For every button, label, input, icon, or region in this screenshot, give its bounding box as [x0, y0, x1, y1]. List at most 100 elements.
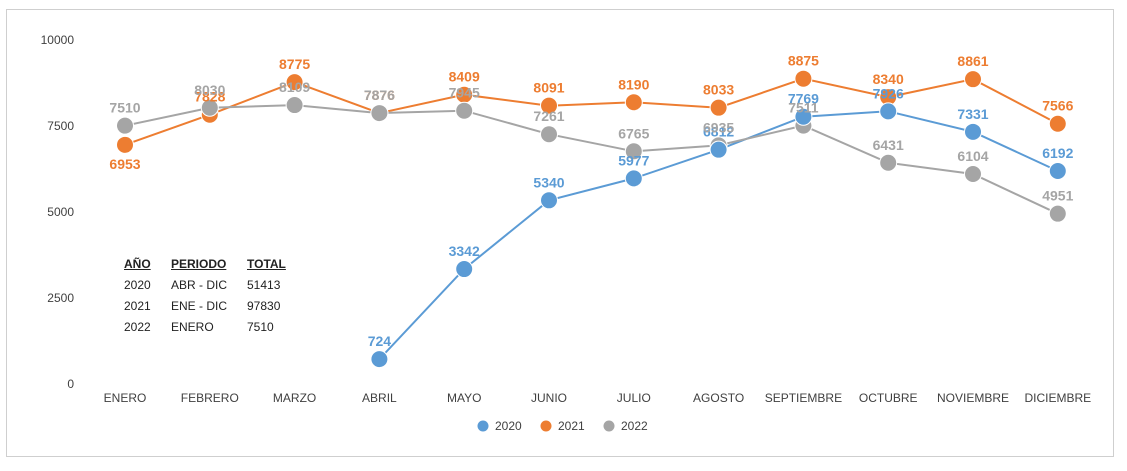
data-label-2022: 6765 — [618, 125, 649, 141]
summary-year: 2022 — [124, 319, 151, 334]
data-label-2021: 8190 — [618, 76, 649, 92]
x-tick-label: DICIEMBRE — [1024, 391, 1091, 405]
x-tick-label: NOVIEMBRE — [937, 391, 1009, 405]
legend-label-2022: 2022 — [621, 419, 648, 433]
data-point-2021 — [540, 96, 558, 115]
series-line-2021 — [124, 77, 1059, 146]
data-label-2020: 3342 — [449, 243, 480, 259]
data-label-2020: 724 — [368, 333, 392, 349]
data-point-2020 — [709, 140, 728, 159]
data-point-2021 — [794, 69, 813, 88]
y-tick-label: 10000 — [41, 33, 75, 47]
data-point-2022 — [200, 98, 219, 117]
data-label-2021: 7566 — [1042, 98, 1073, 114]
summary-row: 2020 ABR - DIC 51413 — [124, 274, 297, 295]
summary-total: 97830 — [247, 298, 281, 313]
series-markers — [116, 69, 1067, 369]
summary-header-period: PERIODO — [171, 256, 227, 271]
x-tick-label: JUNIO — [531, 391, 567, 405]
data-label-2020: 6812 — [703, 124, 734, 140]
summary-header-row: AÑO PERIODO TOTAL — [124, 253, 297, 274]
data-point-2022 — [1048, 204, 1067, 223]
legend-marker-2020 — [477, 420, 489, 432]
data-point-2022 — [964, 165, 982, 184]
summary-header-total: TOTAL — [247, 256, 286, 271]
data-label-2021: 8091 — [533, 80, 564, 96]
data-label-2021: 8861 — [957, 53, 988, 69]
legend-label-2021: 2021 — [558, 419, 585, 433]
x-tick-label: ABRIL — [362, 391, 397, 405]
data-point-2021 — [116, 135, 134, 154]
summary-table: AÑO PERIODO TOTAL 2020 ABR - DIC 51413 2… — [124, 253, 297, 337]
y-tick-label: 0 — [67, 377, 74, 391]
summary-period: ENE - DIC — [171, 298, 228, 313]
data-point-2020 — [370, 350, 389, 369]
data-label-2021: 6953 — [109, 156, 140, 172]
data-label-2022: 7876 — [364, 87, 395, 103]
data-label-2021: 8340 — [873, 71, 904, 87]
x-tick-label: SEPTIEMBRE — [765, 391, 842, 405]
data-point-2021 — [1048, 114, 1067, 133]
data-label-2020: 5340 — [533, 174, 564, 190]
data-point-2022 — [624, 142, 643, 161]
data-label-2021: 7828 — [194, 89, 225, 105]
y-tick-label: 5000 — [47, 205, 74, 219]
x-tick-label: ENERO — [104, 391, 147, 405]
data-label-2021: 8033 — [703, 82, 734, 98]
summary-total: 7510 — [247, 319, 274, 334]
data-point-2021 — [624, 93, 643, 112]
legend: 2020 2021 2022 — [477, 419, 648, 433]
data-label-2021: 8775 — [279, 56, 310, 72]
summary-header-year: AÑO — [124, 256, 151, 271]
data-label-2020: 5977 — [618, 152, 649, 168]
data-point-2020 — [964, 122, 982, 141]
data-label-2021: 8875 — [788, 53, 819, 69]
data-label-2022: 7945 — [449, 85, 480, 101]
x-tick-label: MAYO — [447, 391, 481, 405]
data-label-2021: 8409 — [449, 69, 480, 85]
data-point-2022 — [879, 153, 898, 172]
summary-row: 2022 ENERO 7510 — [124, 316, 297, 337]
data-point-2022 — [370, 104, 389, 123]
x-tick-label: AGOSTO — [693, 391, 744, 405]
data-point-2020 — [624, 169, 643, 188]
x-tick-label: FEBRERO — [181, 391, 239, 405]
data-label-2022: 8030 — [194, 82, 225, 98]
summary-period: ABR - DIC — [171, 277, 228, 292]
data-point-2021 — [964, 70, 982, 89]
x-tick-label: JULIO — [617, 391, 651, 405]
data-point-2020 — [540, 191, 558, 210]
data-point-2022 — [285, 96, 304, 115]
legend-marker-2021 — [540, 420, 552, 432]
data-label-2020: 7926 — [873, 85, 904, 101]
summary-year: 2021 — [124, 298, 151, 313]
summary-total: 51413 — [247, 277, 281, 292]
data-label-2022: 7510 — [109, 100, 140, 116]
data-label-2022: 4951 — [1042, 188, 1073, 204]
x-tick-label: MARZO — [273, 391, 316, 405]
data-point-2020 — [879, 102, 898, 121]
x-tick-label: OCTUBRE — [859, 391, 918, 405]
data-label-2020: 7769 — [788, 91, 819, 107]
y-axis: 0 2500 5000 7500 10000 — [41, 33, 75, 391]
summary-row: 2021 ENE - DIC 97830 — [124, 295, 297, 316]
data-point-2020 — [794, 107, 813, 126]
data-label-2022: 7261 — [533, 108, 564, 124]
data-point-2022 — [455, 101, 474, 120]
data-label-2022: 8109 — [279, 79, 310, 95]
data-label-2022: 6935 — [703, 119, 734, 135]
data-point-2021 — [709, 98, 728, 117]
data-point-2021 — [285, 73, 304, 92]
series-line-2022 — [124, 104, 1059, 215]
y-tick-label: 7500 — [47, 119, 74, 133]
data-point-2020 — [455, 260, 474, 279]
data-point-2022 — [116, 116, 134, 135]
data-label-2020: 7331 — [957, 106, 988, 122]
x-axis: ENERO FEBRERO MARZO ABRIL MAYO JUNIO JULIO AGOS… — [104, 391, 1091, 405]
legend-marker-2022 — [603, 420, 615, 432]
y-tick-label: 2500 — [47, 291, 74, 305]
data-point-2022 — [540, 125, 558, 144]
data-label-2020: 6192 — [1042, 145, 1073, 161]
data-label-2022: 7511 — [788, 100, 819, 116]
